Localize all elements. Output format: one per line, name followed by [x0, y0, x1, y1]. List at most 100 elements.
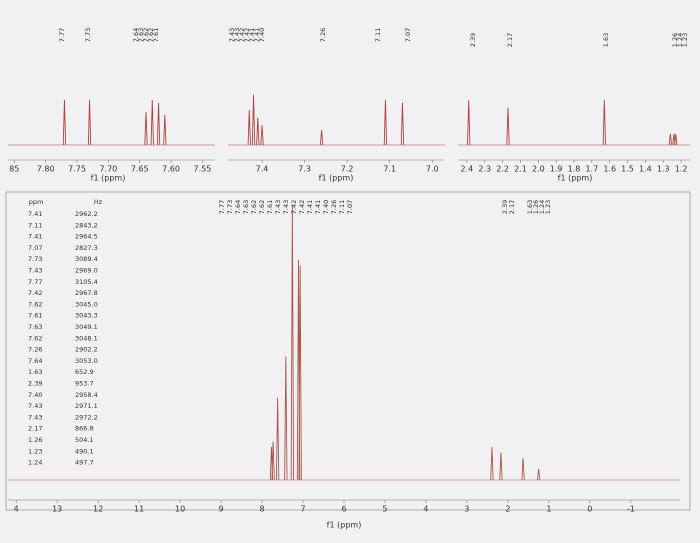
- peak-label: 7.63: [242, 200, 250, 214]
- table-cell: 1.23: [28, 447, 42, 455]
- peak: [521, 457, 525, 481]
- peak-label: 2.39: [469, 33, 477, 47]
- x-tick-label: 1.2: [675, 165, 688, 174]
- table-cell: 2969.0: [75, 267, 98, 275]
- table-cell: 3089.4: [75, 255, 98, 263]
- peak: [490, 446, 494, 481]
- peak-label: 1.23: [544, 200, 552, 214]
- peak-label: 7.41: [306, 200, 314, 214]
- table-cell: 7.43: [28, 413, 42, 421]
- table-cell: 3048.1: [75, 334, 98, 342]
- peak-label: 1.24: [538, 200, 546, 214]
- peak: [144, 111, 148, 146]
- peak-label: 7.62: [147, 28, 155, 42]
- x-tick-label: 6: [341, 505, 346, 514]
- peak: [674, 133, 678, 146]
- peak: [499, 452, 503, 481]
- peak-label: 7.43: [228, 28, 236, 42]
- table-cell: 7.62: [28, 334, 42, 342]
- x-tick-label: 9: [219, 505, 224, 514]
- table-cell: 3045.0: [75, 300, 98, 308]
- table-cell: 2902.2: [75, 346, 98, 354]
- peak: [163, 114, 167, 146]
- x-tick-label: 8: [260, 505, 265, 514]
- peak-label: 7.64: [132, 28, 140, 42]
- table-cell: 953.7: [75, 380, 94, 388]
- peak-label: 7.63: [137, 28, 145, 42]
- table-cell: 7.43: [28, 267, 42, 275]
- peak-label: 7.73: [226, 200, 234, 214]
- peak-label: 7.07: [346, 200, 354, 214]
- x-tick-label: 12: [93, 505, 103, 514]
- x-tick-label: 85: [9, 165, 19, 174]
- peak-label: 7.62: [250, 200, 258, 214]
- table-cell: 2967.8: [75, 289, 98, 297]
- x-tick-label: 7.70: [99, 165, 117, 174]
- table-cell: 7.07: [28, 244, 42, 252]
- table-cell: 7.42: [28, 289, 42, 297]
- x-tick-label: 7.2: [341, 165, 354, 174]
- peak: [271, 441, 275, 481]
- x-tick-label: 2.4: [461, 165, 474, 174]
- table-cell: 866.8: [75, 425, 94, 433]
- x-tick-label: 11: [134, 505, 144, 514]
- peak: [247, 109, 251, 146]
- x-tick-label: 1.8: [568, 165, 581, 174]
- peak-label: 7.77: [218, 200, 226, 214]
- table-cell: 7.73: [28, 255, 42, 263]
- x-tick-label: 5: [382, 505, 387, 514]
- peak-label: 7.11: [374, 28, 382, 42]
- x-tick-label: 7.0: [426, 165, 439, 174]
- x-tick-label: 7.60: [162, 165, 180, 174]
- x-tick-label: 7.80: [37, 165, 55, 174]
- table-cell: 490.1: [75, 447, 94, 455]
- peak: [256, 117, 260, 146]
- peak: [290, 204, 295, 481]
- peak: [150, 99, 154, 146]
- x-tick-label: 1.4: [639, 165, 652, 174]
- table-cell: 2964.5: [75, 233, 98, 241]
- peak: [602, 99, 606, 146]
- table-cell: 497.7: [75, 459, 94, 467]
- peak: [319, 129, 324, 146]
- table-cell: 7.11: [28, 221, 42, 229]
- peak: [156, 102, 161, 146]
- table-cell: 7.43: [28, 402, 42, 410]
- peak: [506, 107, 510, 146]
- peak-label: 7.41: [248, 28, 256, 42]
- peak-label: 7.40: [322, 200, 330, 214]
- x-tick-label: 1.7: [585, 165, 598, 174]
- x-tick-label: 1.9: [550, 165, 563, 174]
- table-cell: 7.64: [28, 357, 42, 365]
- peak-label: 7.43: [233, 28, 241, 42]
- peak: [87, 99, 92, 146]
- peak-label: 7.11: [338, 200, 346, 214]
- peak: [62, 99, 67, 146]
- x-tick-label: 2.1: [514, 165, 527, 174]
- table-cell: 3053.0: [75, 357, 98, 365]
- peak-label: 7.62: [142, 28, 150, 42]
- table-cell: 2958.4: [75, 391, 98, 399]
- table-header: Hz: [94, 198, 103, 206]
- table-cell: 2843.2: [75, 221, 98, 229]
- peak-label: 7.42: [243, 28, 251, 42]
- peak-label: 2.17: [508, 200, 516, 214]
- x-axis-label: f1 (ppm): [319, 174, 354, 183]
- peak-label: 7.41: [314, 200, 322, 214]
- table-header: ppm: [29, 198, 44, 206]
- table-cell: 2827.3: [75, 244, 98, 252]
- x-tick-label: 7.65: [131, 165, 149, 174]
- x-tick-label: 10: [175, 505, 185, 514]
- peak-label: 7.26: [319, 28, 327, 42]
- table-cell: 504.1: [75, 436, 94, 444]
- table-cell: 7.40: [28, 391, 42, 399]
- peak-label: 1.26: [532, 200, 540, 214]
- table-cell: 7.41: [28, 210, 42, 218]
- peak-label: 2.39: [501, 200, 509, 214]
- peak: [536, 468, 541, 481]
- x-tick-label: 1.5: [621, 165, 634, 174]
- table-cell: 7.26: [28, 346, 42, 354]
- peak-label: 7.77: [58, 28, 66, 42]
- x-tick-label: 2: [505, 505, 510, 514]
